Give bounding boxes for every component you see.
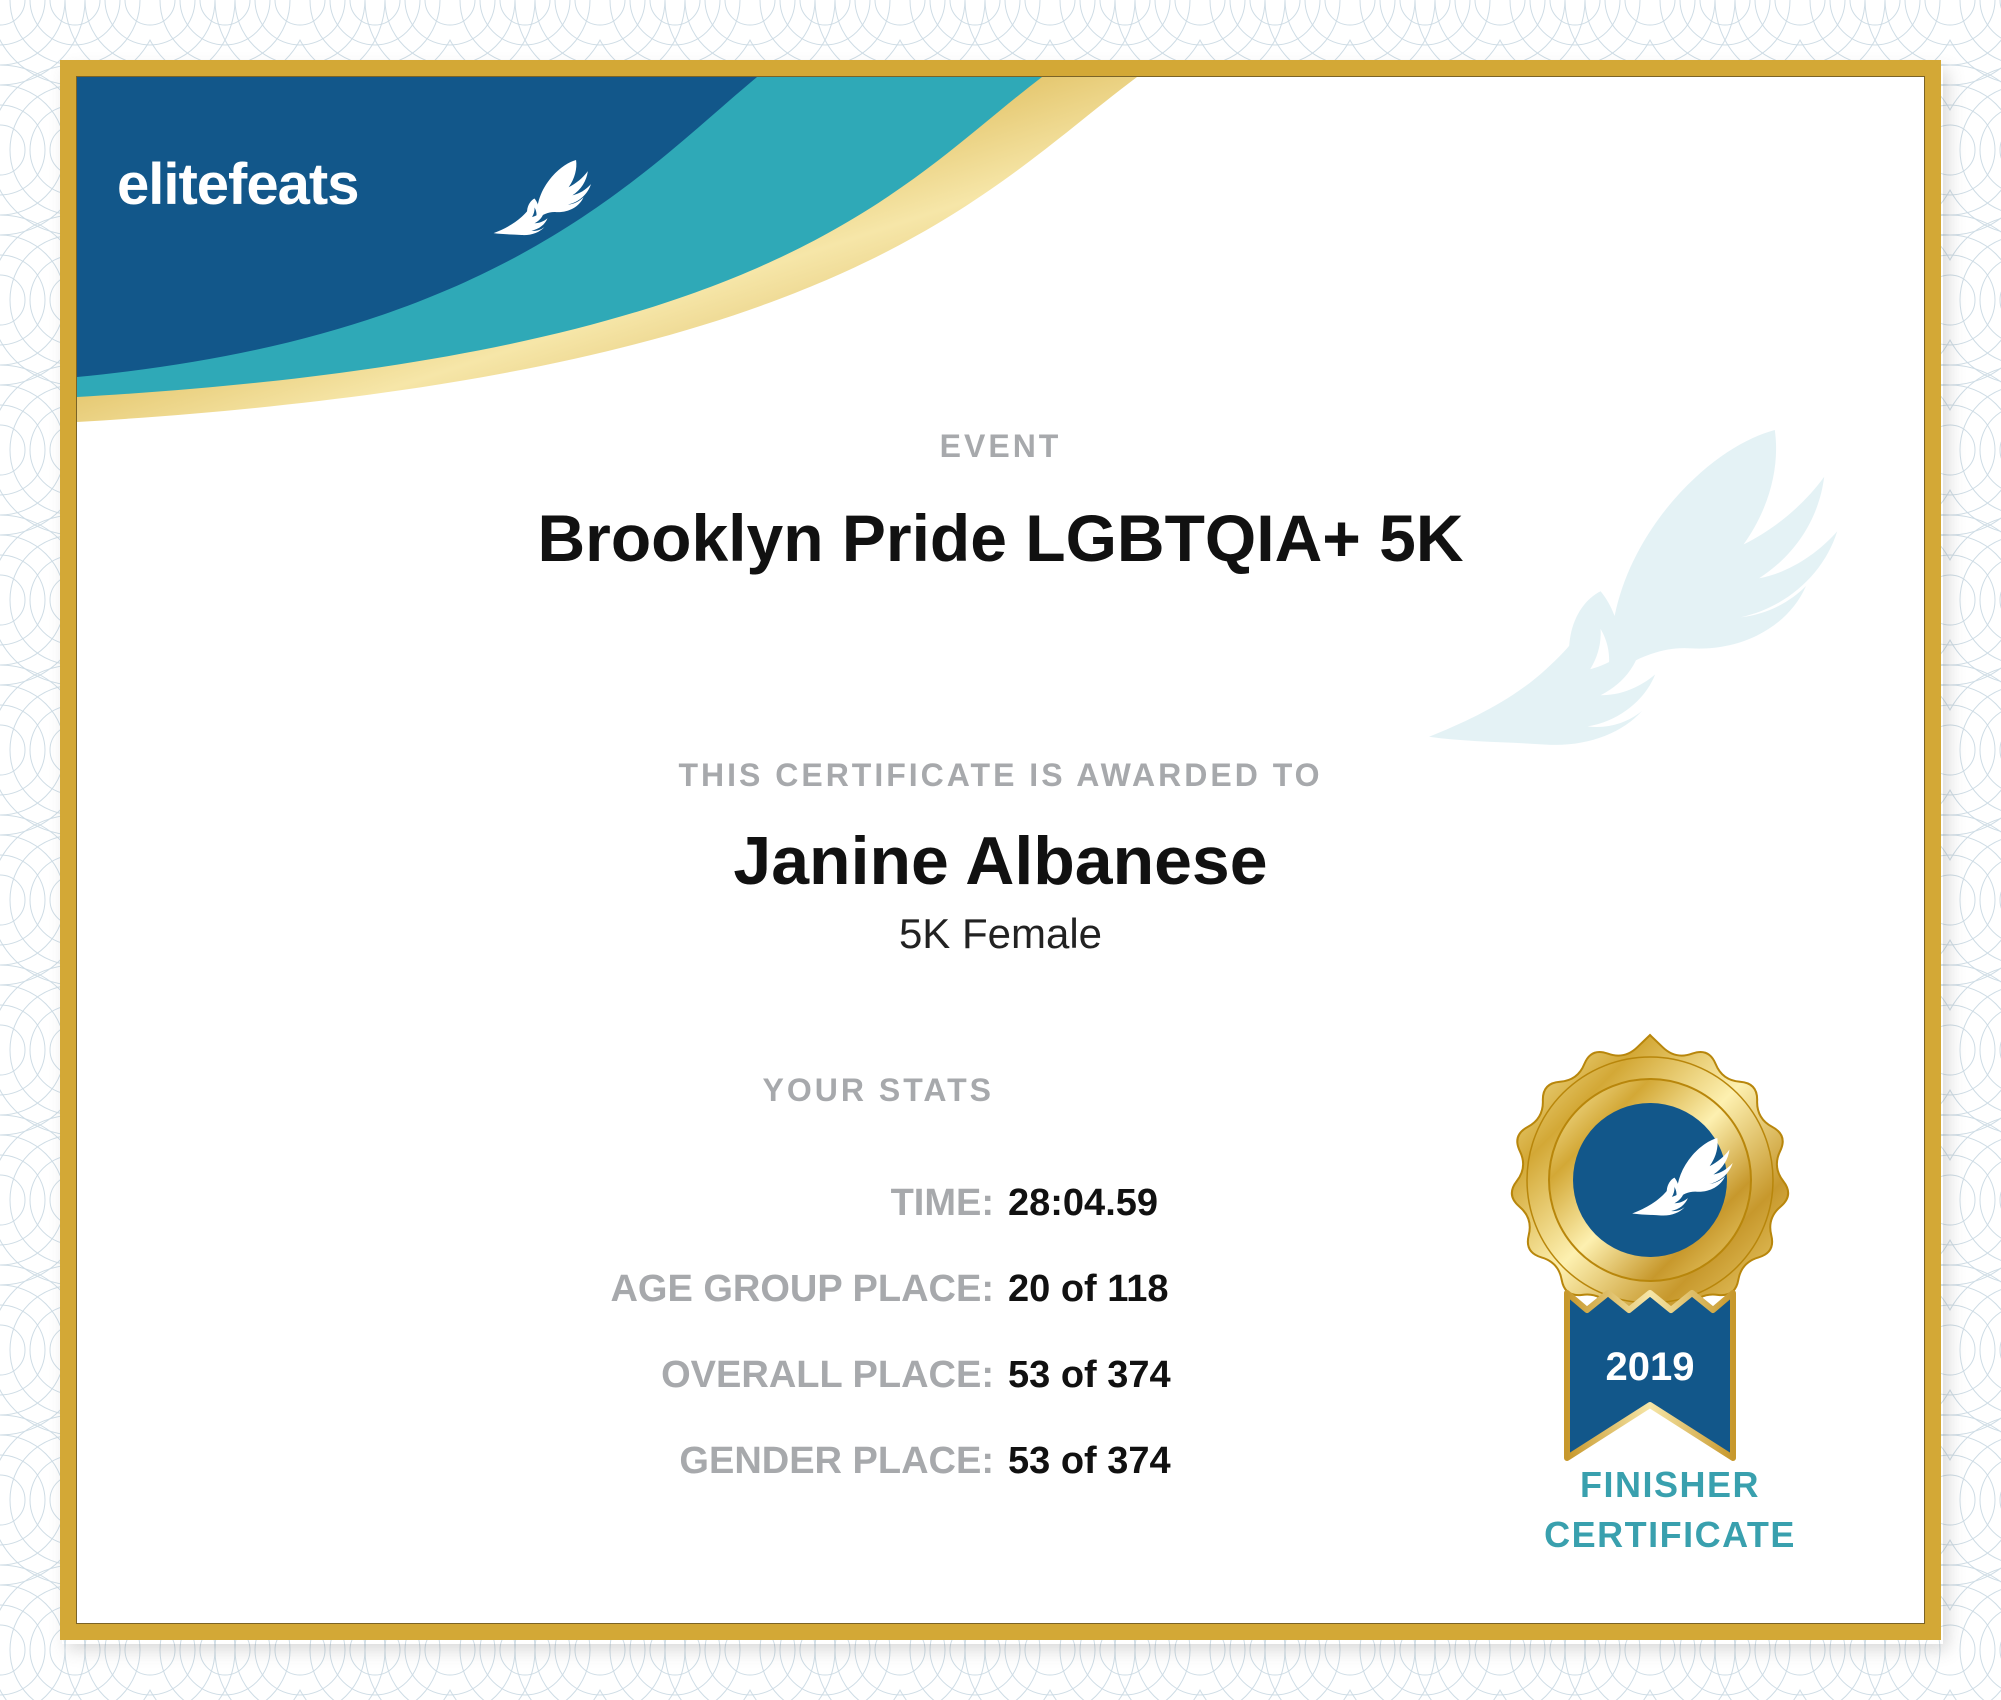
svg-text:elitefeats: elitefeats xyxy=(117,152,358,217)
svg-text:2019: 2019 xyxy=(1606,1345,1695,1389)
